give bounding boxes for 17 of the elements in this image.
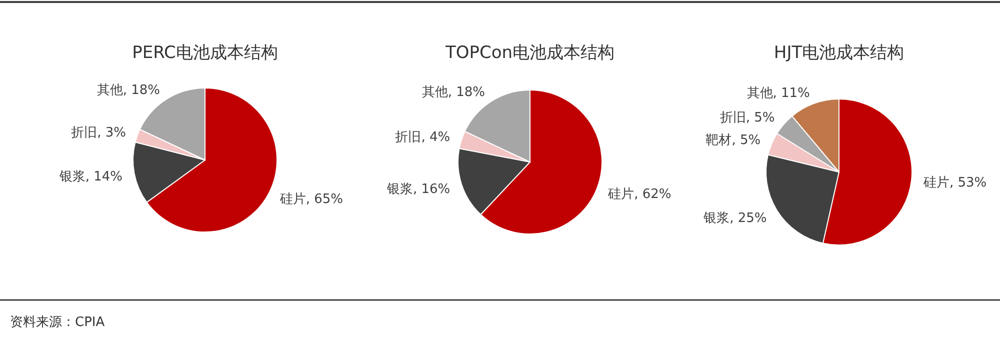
slice-label: 折旧, 3% — [71, 126, 126, 141]
chart-title: PERC电池成本结构 — [132, 43, 278, 63]
slice-label: 靶材, 5% — [706, 133, 761, 148]
slice-label: 折旧, 5% — [720, 110, 775, 126]
slice-label: 其他, 18% — [422, 85, 485, 100]
slice-label: 硅片, 62% — [607, 186, 672, 202]
slice-label: 硅片, 65% — [278, 192, 344, 208]
slice-label: 银浆, 14% — [58, 170, 122, 185]
slice-label: 折旧, 4% — [395, 130, 450, 146]
slice-label: 其他, 11% — [746, 86, 810, 102]
chart-title: HJT电池成本结构 — [774, 43, 904, 63]
text: 资料来源：CPIA — [10, 315, 105, 330]
chart-title: TOPCon电池成本结构 — [444, 43, 615, 63]
slice-label: 硅片, 53% — [922, 175, 987, 190]
slice-label: 银浆, 16% — [386, 182, 450, 197]
slice-label: 其他, 18% — [96, 83, 160, 98]
slice-label: 银浆, 25% — [702, 210, 767, 226]
